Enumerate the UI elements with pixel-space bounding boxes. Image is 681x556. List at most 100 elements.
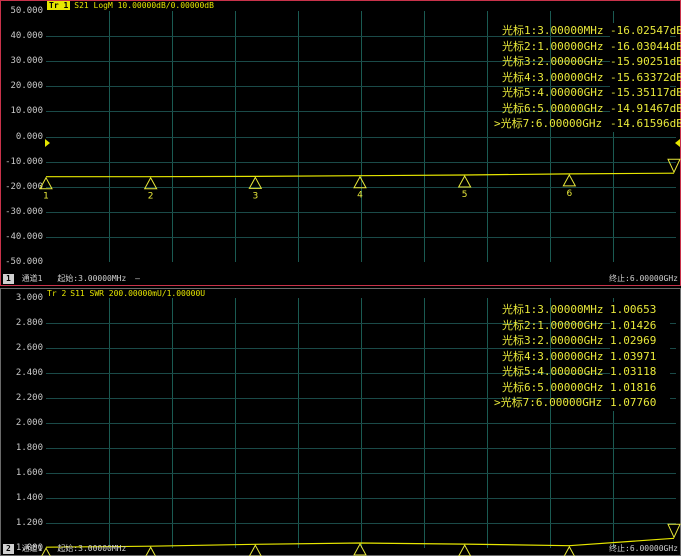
marker-triangle[interactable] [143,176,158,190]
y-tick-label: 0.000 [15,131,43,142]
grid-line-horizontal [46,523,676,524]
trace-format-1: S21 LogM 10.00000dB/0.00000dB [74,1,214,10]
marker-number-label: 5 [462,190,468,200]
y-tick-label: 50.000 [10,6,43,16]
channel-name-1: 通道1 [21,274,43,283]
marker-readout-row[interactable]: >光标7:6.00000GHz 1.07760 [494,395,670,411]
stop-frequency-2: 终止:6.00000GHz [609,544,678,553]
grid-line-horizontal [46,61,676,63]
marker-readout-value: 1.01426 [610,317,670,333]
reference-marker-right-1 [675,139,680,147]
grid-line-horizontal [46,348,676,349]
marker-readout-name: 光标1:3.00000MHz [502,303,604,316]
trace-format-2: S11 SWR 200.00000mU/1.00000U [70,289,206,298]
marker-readout-name: 光标1:3.00000MHz [502,24,604,37]
marker-readout-value: -16.03044dB [610,38,681,54]
marker-triangle[interactable] [353,175,367,189]
marker-readout-name: >光标7:6.00000GHz [494,117,603,130]
marker-readout-row[interactable]: 光标6:5.00000GHz -14.91467dB [502,100,681,116]
y-tick-label: 1.600 [15,468,43,478]
marker-readout-row[interactable]: 光标3:2.00000GHz 1.02969 [502,333,670,349]
grid-line-horizontal [46,398,676,399]
marker-readout-value: 1.01816 [610,379,670,395]
start-frequency-2: 起始:3.00000MHz [57,544,127,553]
marker-readout-value: -16.02547dB [610,23,681,39]
trace-header-2[interactable]: Tr 2 S11 SWR 200.00000mU/1.00000U [47,289,205,298]
y-tick-label: 2.800 [15,318,43,328]
y-tick-label: 2.200 [15,393,43,403]
marker-readout-row[interactable]: 光标1:3.00000MHz -16.02547dB [502,23,681,39]
trace-panel-2[interactable]: Tr 2 S11 SWR 200.00000mU/1.00000U 3.000 2.… [0,288,681,556]
y-tick-label: 2.000 [15,418,43,428]
marker-readout-name: >光标7:6.00000GHz [494,396,603,409]
channel-footer-2: 2 通道1 起始:3.00000MHz 终止:6.00000GHz [1,543,680,555]
marker-triangle[interactable] [39,176,53,190]
marker-list-1: 光标1:3.00000MHz -16.02547dB 光标2:1.00000GHz -… [494,23,681,132]
marker-readout-name: 光标2:1.00000GHz [502,39,604,53]
marker-readout-row[interactable]: 光标6:5.00000GHz 1.01816 [502,379,670,395]
marker-triangle[interactable] [458,544,472,556]
grid-line-horizontal [46,236,676,238]
marker-readout-value: -15.90251dB [610,54,681,70]
marker-readout-row[interactable]: >光标7:6.00000GHz -14.61596dB [494,116,681,132]
grid-line-horizontal [46,323,676,324]
y-tick-label: -10.000 [5,156,43,167]
y-tick-label: 1.000 [15,543,43,553]
y-tick-label: 10.000 [10,106,43,117]
channel-footer-1: 1 通道1 起始:3.00000MHz — 终止:6.00000GHz [1,273,680,285]
grid-line-horizontal [46,161,676,163]
y-tick-label: 2.600 [15,343,43,353]
grid-line-horizontal [46,136,676,138]
grid-line-horizontal [46,211,676,213]
marker-triangle[interactable] [562,173,577,187]
marker-readout-name: 光标3:2.00000GHz [502,55,604,68]
marker-triangle[interactable] [145,546,157,556]
reference-marker-left-1 [45,139,50,147]
marker-triangle[interactable] [248,544,262,556]
y-tick-label: 1.200 [15,518,43,528]
marker-readout-row[interactable]: 光标5:4.00000GHz 1.03118 [502,364,670,380]
trace-header-1[interactable]: Tr 1 S21 LogM 10.00000dB/0.00000dB [47,1,214,10]
marker-readout-row[interactable]: 光标1:3.00000MHz 1.00653 [502,302,670,318]
marker-readout-value: 1.07760 [610,395,670,411]
trace-panel-1[interactable]: Tr 1 S21 LogM 10.00000dB/0.00000dB 50.000… [0,0,681,286]
marker-readout-value: 1.03971 [610,348,670,364]
marker-triangle[interactable] [353,542,367,556]
marker-readout-value: -14.61596dB [610,116,681,132]
y-tick-label: 1.800 [15,443,43,453]
marker-readout-row[interactable]: 光标2:1.00000GHz -16.03044dB [502,38,681,54]
marker-readout-value: -15.35117dB [610,85,681,101]
marker-triangle[interactable] [667,523,681,539]
channel-chip-2[interactable]: 2 [3,544,14,554]
marker-readout-row[interactable]: 光标3:2.00000GHz -15.90251dB [502,54,681,70]
marker-number-label: 3 [252,191,258,201]
marker-triangle[interactable] [563,545,575,556]
y-tick-label: -50.000 [5,257,43,267]
grid-line-horizontal [46,473,676,474]
marker-triangle[interactable] [40,547,52,556]
trace-label-1[interactable]: Tr 1 [47,1,71,10]
marker-readout-row[interactable]: 光标5:4.00000GHz -15.35117dB [502,85,681,101]
marker-readout-name: 光标6:5.00000GHz [502,380,604,394]
marker-list-2: 光标1:3.00000MHz 1.00653 光标2:1.00000GHz 1.014… [494,302,670,411]
start-frequency-1: 起始:3.00000MHz [57,274,127,283]
marker-readout-row[interactable]: 光标4:3.00000GHz 1.03971 [502,348,670,364]
marker-readout-row[interactable]: 光标2:1.00000GHz 1.01426 [502,317,670,333]
y-tick-label: 30.000 [10,56,43,67]
marker-number-label: 4 [357,191,363,201]
marker-readout-value: 1.02969 [610,333,670,349]
channel-chip-1[interactable]: 1 [3,274,14,284]
marker-triangle[interactable] [248,176,263,189]
trace-label-2[interactable]: Tr 2 [47,289,67,298]
marker-readout-row[interactable]: 光标4:3.00000GHz -15.63372dB [502,69,681,85]
grid-line-horizontal [46,498,676,499]
grid-line-horizontal [46,373,676,374]
marker-triangle[interactable] [457,174,472,188]
marker-triangle[interactable] [667,158,681,174]
grid-line-horizontal [46,36,676,38]
marker-number-label: 1 [43,192,49,202]
plot-area-1[interactable]: 1 2 3 4 5 6 [39,11,681,262]
y-tick-label: -30.000 [5,206,43,217]
